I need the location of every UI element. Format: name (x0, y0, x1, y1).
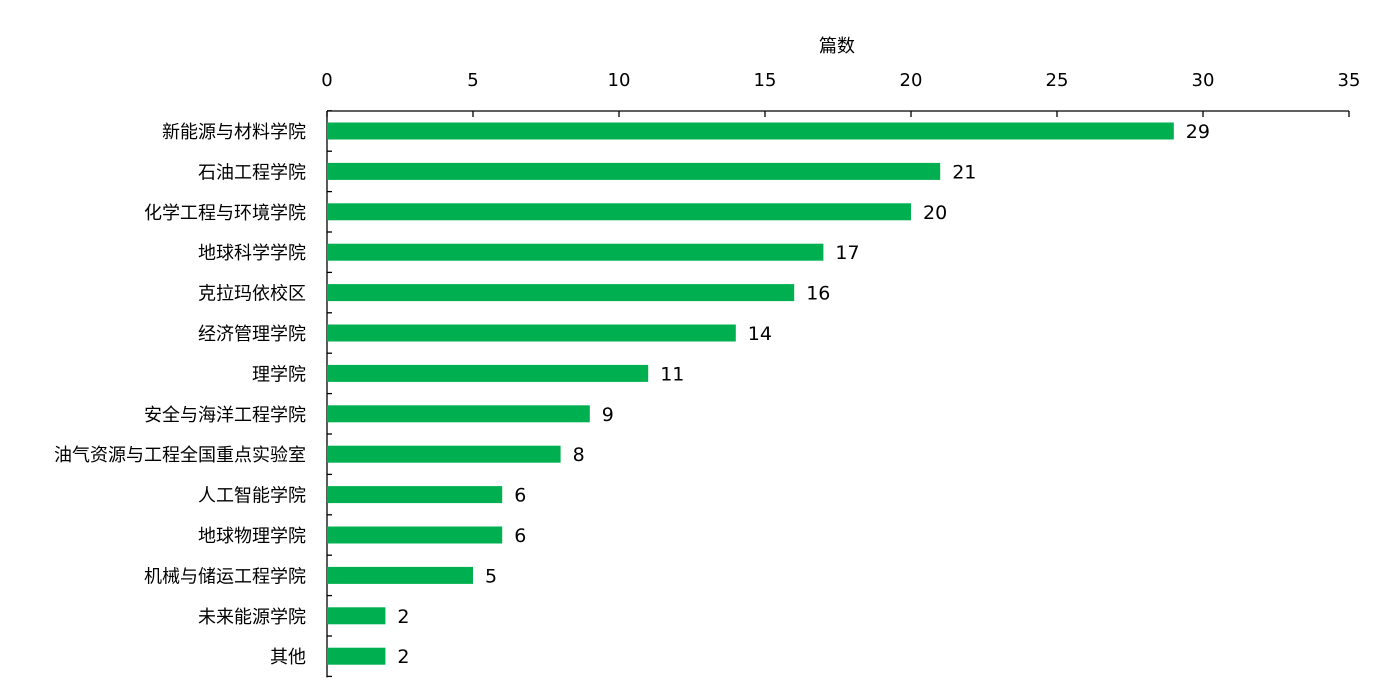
bars (327, 122, 1174, 665)
x-tick-label: 20 (900, 70, 923, 91)
category-label: 地球科学学院 (198, 243, 306, 264)
x-tick-label: 30 (1192, 70, 1215, 91)
category-label: 新能源与材料学院 (162, 122, 306, 143)
bar (327, 607, 386, 625)
bar (327, 486, 503, 504)
bar (327, 324, 736, 342)
category-label: 油气资源与工程全国重点实验室 (54, 445, 306, 466)
value-label: 17 (835, 242, 859, 264)
x-tick-labels: 0 5 10 15 20 25 30 35 (321, 70, 1360, 91)
bar (327, 445, 561, 463)
bar (327, 162, 941, 180)
bar (327, 566, 473, 584)
category-label: 理学院 (252, 364, 306, 385)
category-label: 经济管理学院 (198, 324, 306, 345)
value-label: 6 (514, 485, 526, 507)
category-label: 其他 (270, 647, 306, 668)
value-label: 20 (923, 202, 947, 224)
value-label: 9 (602, 404, 614, 426)
axes (326, 110, 1350, 678)
category-label: 安全与海洋工程学院 (144, 405, 306, 426)
category-labels: 新能源与材料学院石油工程学院化学工程与环境学院地球科学学院克拉玛依校区经济管理学… (54, 122, 306, 668)
x-tick-label: 10 (608, 70, 631, 91)
category-label: 地球物理学院 (198, 526, 306, 547)
value-label: 6 (514, 525, 526, 547)
value-label: 29 (1186, 121, 1210, 143)
category-label: 化学工程与环境学院 (144, 203, 306, 224)
value-label: 21 (952, 161, 976, 183)
x-axis-title: 篇数 (819, 36, 855, 57)
value-label: 2 (397, 646, 409, 668)
value-label: 5 (485, 565, 497, 587)
x-tick-label: 25 (1046, 70, 1069, 91)
bar (327, 526, 503, 544)
x-tick-label: 0 (321, 70, 332, 91)
category-label: 石油工程学院 (198, 162, 306, 183)
bar (327, 243, 824, 261)
x-tick-label: 5 (467, 70, 478, 91)
x-tick-label: 35 (1338, 70, 1361, 91)
value-label: 14 (748, 323, 772, 345)
value-label: 11 (660, 363, 684, 385)
category-label: 克拉玛依校区 (198, 284, 306, 305)
bar (327, 647, 386, 665)
bar (327, 122, 1174, 140)
category-label: 未来能源学院 (198, 607, 306, 628)
category-label: 机械与储运工程学院 (144, 566, 306, 587)
x-tick-label: 15 (754, 70, 777, 91)
value-label: 8 (573, 444, 585, 466)
category-label: 人工智能学院 (198, 486, 306, 507)
bar (327, 364, 649, 382)
value-label: 16 (806, 283, 830, 305)
bar (327, 203, 911, 221)
bar (327, 284, 795, 302)
value-label: 2 (397, 606, 409, 628)
bar (327, 405, 590, 423)
